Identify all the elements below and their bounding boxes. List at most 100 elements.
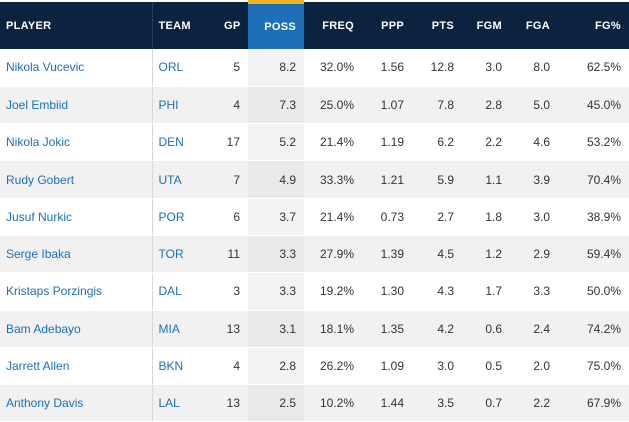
freq-cell: 18.1% [304,310,362,348]
fg-pct-cell: 62.5% [558,49,629,87]
poss-cell: 2.8 [248,347,304,386]
team-link[interactable]: MIA [152,310,216,348]
team-link[interactable]: LAL [152,384,216,422]
table-row: Serge Ibaka TOR 11 3.3 27.9% 1.39 4.5 1.2 2.9 59.… [0,235,629,274]
player-link[interactable]: Jusuf Nurkic [0,198,153,236]
table-row: Jarrett Allen BKN 4 2.8 26.2% 1.09 3.0 0.5 2.0 75… [0,347,629,386]
fgm-cell: 0.7 [462,384,510,422]
gp-cell: 4 [216,86,248,125]
player-link[interactable]: Jarrett Allen [0,347,153,386]
gp-cell: 5 [216,49,248,87]
fg-pct-cell: 75.0% [558,347,629,386]
header-gp[interactable]: GP [224,19,241,32]
table-row: Jusuf Nurkic POR 6 3.7 21.4% 0.73 2.7 1.8 3.0 38.… [0,198,629,236]
fga-cell: 4.6 [510,123,558,162]
fg-pct-cell: 67.9% [558,384,629,422]
freq-cell: 21.4% [304,198,362,236]
ppp-cell: 1.21 [362,160,412,199]
freq-cell: 26.2% [304,347,362,386]
gp-cell: 7 [216,160,248,199]
fga-cell: 2.0 [510,347,558,386]
table-row: Rudy Gobert UTA 7 4.9 33.3% 1.21 5.9 1.1 3.9 70.4… [0,160,629,199]
player-link[interactable]: Nikola Jokic [0,123,153,162]
fga-cell: 2.2 [510,384,558,422]
ppp-cell: 1.09 [362,347,412,386]
freq-cell: 21.4% [304,123,362,162]
table-row: Bam Adebayo MIA 13 3.1 18.1% 1.35 4.2 0.6 2.4 74.… [0,310,629,348]
poss-cell: 2.5 [248,384,304,422]
ppp-cell: 1.56 [362,49,412,87]
table-header: PLAYER TEAM GP POSS FREQ PPP PTS FGM FGA… [0,0,629,49]
header-poss[interactable]: POSS [248,0,304,49]
fgm-cell: 0.6 [462,310,510,348]
ppp-cell: 1.19 [362,123,412,162]
player-link[interactable]: Anthony Davis [0,384,153,422]
fga-cell: 8.0 [510,49,558,87]
player-link[interactable]: Serge Ibaka [0,235,153,274]
player-link[interactable]: Rudy Gobert [0,160,153,199]
pts-cell: 4.3 [412,272,462,311]
pts-cell: 3.5 [412,384,462,422]
pts-cell: 3.0 [412,347,462,386]
gp-cell: 4 [216,347,248,386]
team-link[interactable]: BKN [152,347,216,386]
header-fgm[interactable]: FGM [476,19,502,32]
header-fg-pct[interactable]: FG% [595,19,621,32]
team-link[interactable]: POR [152,198,216,236]
fg-pct-cell: 45.0% [558,86,629,125]
player-link[interactable]: Nikola Vucevic [0,49,153,87]
header-ppp[interactable]: PPP [381,19,404,32]
table-body: Nikola Vucevic ORL 5 8.2 32.0% 1.56 12.8 3.0 8.0… [0,49,629,422]
fga-cell: 3.3 [510,272,558,311]
fg-pct-cell: 74.2% [558,310,629,348]
fgm-cell: 1.2 [462,235,510,274]
team-link[interactable]: DEN [152,123,216,162]
fgm-cell: 0.5 [462,347,510,386]
team-link[interactable]: ORL [152,49,216,87]
fg-pct-cell: 38.9% [558,198,629,236]
ppp-cell: 1.44 [362,384,412,422]
fga-cell: 3.9 [510,160,558,199]
freq-cell: 19.2% [304,272,362,311]
header-row: PLAYER TEAM GP POSS FREQ PPP PTS FGM FGA… [0,0,629,49]
gp-cell: 11 [216,235,248,274]
pts-cell: 2.7 [412,198,462,236]
fga-cell: 2.4 [510,310,558,348]
team-link[interactable]: TOR [152,235,216,274]
team-link[interactable]: UTA [152,160,216,199]
freq-cell: 25.0% [304,86,362,125]
team-link[interactable]: DAL [152,272,216,311]
pts-cell: 12.8 [412,49,462,87]
pts-cell: 7.8 [412,86,462,125]
header-freq[interactable]: FREQ [322,19,354,32]
fg-pct-cell: 50.0% [558,272,629,311]
freq-cell: 32.0% [304,49,362,87]
fg-pct-cell: 53.2% [558,123,629,162]
freq-cell: 10.2% [304,384,362,422]
gp-cell: 3 [216,272,248,311]
ppp-cell: 1.39 [362,235,412,274]
poss-cell: 3.7 [248,198,304,236]
header-team[interactable]: TEAM [158,19,191,32]
poss-cell: 3.3 [248,235,304,274]
table-row: Nikola Jokic DEN 17 5.2 21.4% 1.19 6.2 2.2 4.6 53… [0,123,629,162]
fga-cell: 5.0 [510,86,558,125]
fgm-cell: 2.8 [462,86,510,125]
fga-cell: 3.0 [510,198,558,236]
ppp-cell: 1.07 [362,86,412,125]
team-link[interactable]: PHI [152,86,216,125]
ppp-cell: 1.35 [362,310,412,348]
player-link[interactable]: Bam Adebayo [0,310,153,348]
header-fga[interactable]: FGA [525,19,550,32]
player-link[interactable]: Kristaps Porzingis [0,272,153,311]
header-player[interactable]: PLAYER [0,2,153,49]
header-pts[interactable]: PTS [431,19,454,32]
poss-cell: 3.3 [248,272,304,311]
pts-cell: 4.2 [412,310,462,348]
table-row: Nikola Vucevic ORL 5 8.2 32.0% 1.56 12.8 3.0 8.0… [0,49,629,87]
poss-cell: 4.9 [248,160,304,199]
player-link[interactable]: Joel Embiid [0,86,153,125]
poss-cell: 5.2 [248,123,304,162]
gp-cell: 17 [216,123,248,162]
